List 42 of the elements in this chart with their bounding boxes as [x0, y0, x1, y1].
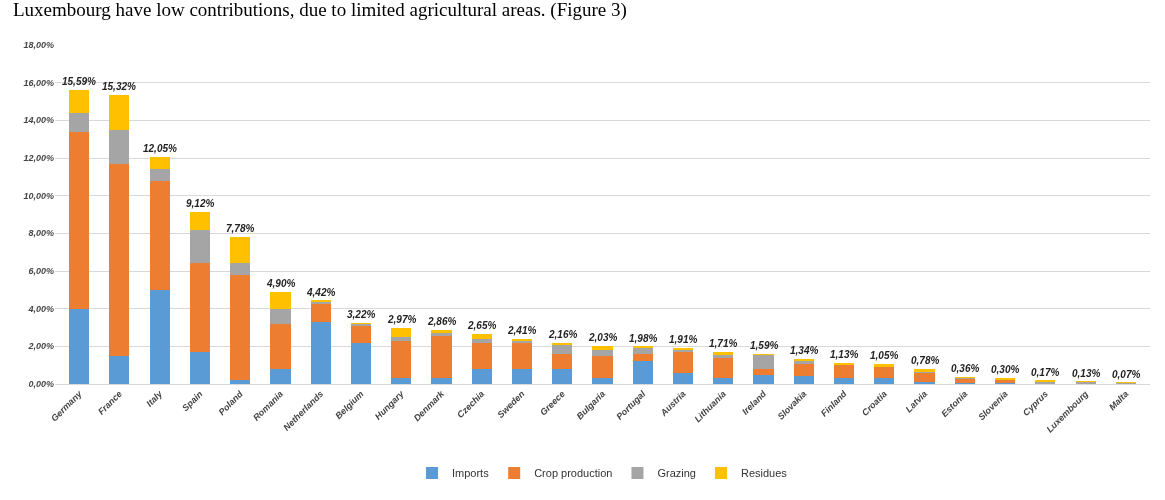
- y-tick-label: 10,00%: [23, 190, 54, 201]
- total-label: 7,78%: [226, 223, 255, 234]
- total-label: 15,59%: [62, 76, 97, 87]
- y-tick-label: 8,00%: [28, 228, 54, 239]
- total-label: 2,03%: [588, 332, 618, 343]
- y-tick-label: 12,00%: [23, 153, 54, 164]
- total-label: 1,98%: [629, 333, 658, 344]
- y-tick-label: 2,00%: [27, 341, 54, 352]
- total-label: 0,17%: [1031, 367, 1060, 378]
- total-label: 0,07%: [1112, 369, 1141, 380]
- legend-label: Imports: [452, 467, 490, 480]
- total-label: 4,90%: [266, 278, 296, 289]
- total-label: 2,41%: [507, 325, 537, 336]
- total-label: 1,71%: [709, 338, 738, 349]
- total-label: 1,34%: [790, 345, 819, 356]
- total-label: 4,42%: [306, 287, 336, 298]
- total-label: 1,59%: [750, 340, 779, 351]
- total-label: 0,30%: [991, 364, 1020, 375]
- y-tick-label: 18,00%: [23, 40, 54, 51]
- total-label: 1,91%: [669, 334, 698, 345]
- total-label: 2,65%: [467, 320, 497, 331]
- total-label: 12,05%: [143, 143, 178, 154]
- total-label: 1,13%: [830, 349, 859, 360]
- total-label: 15,32%: [102, 81, 137, 92]
- legend-label: Residues: [740, 467, 788, 480]
- legend-label: Crop production: [534, 467, 613, 480]
- total-label: 2,97%: [387, 314, 417, 325]
- total-label: 0,13%: [1072, 368, 1101, 379]
- total-label: 2,86%: [427, 316, 457, 327]
- total-label: 2,16%: [548, 329, 578, 340]
- y-tick-label: 6,00%: [28, 266, 54, 277]
- y-tick-label: 0,00%: [28, 379, 54, 390]
- legend-label: Grazing: [657, 467, 696, 480]
- total-label: 3,22%: [347, 309, 376, 320]
- total-label: 0,78%: [911, 355, 940, 366]
- text: Luxembourg have low contributions, due to limited agricultural areas. (Figure 3): [13, 0, 627, 21]
- y-tick-label: 16,00%: [23, 77, 54, 88]
- y-tick-label: 4,00%: [27, 303, 54, 314]
- total-label: 9,12%: [186, 198, 215, 209]
- y-tick-label: 14,00%: [23, 115, 54, 126]
- total-label: 0,36%: [951, 363, 980, 374]
- total-label: 1,05%: [870, 350, 899, 361]
